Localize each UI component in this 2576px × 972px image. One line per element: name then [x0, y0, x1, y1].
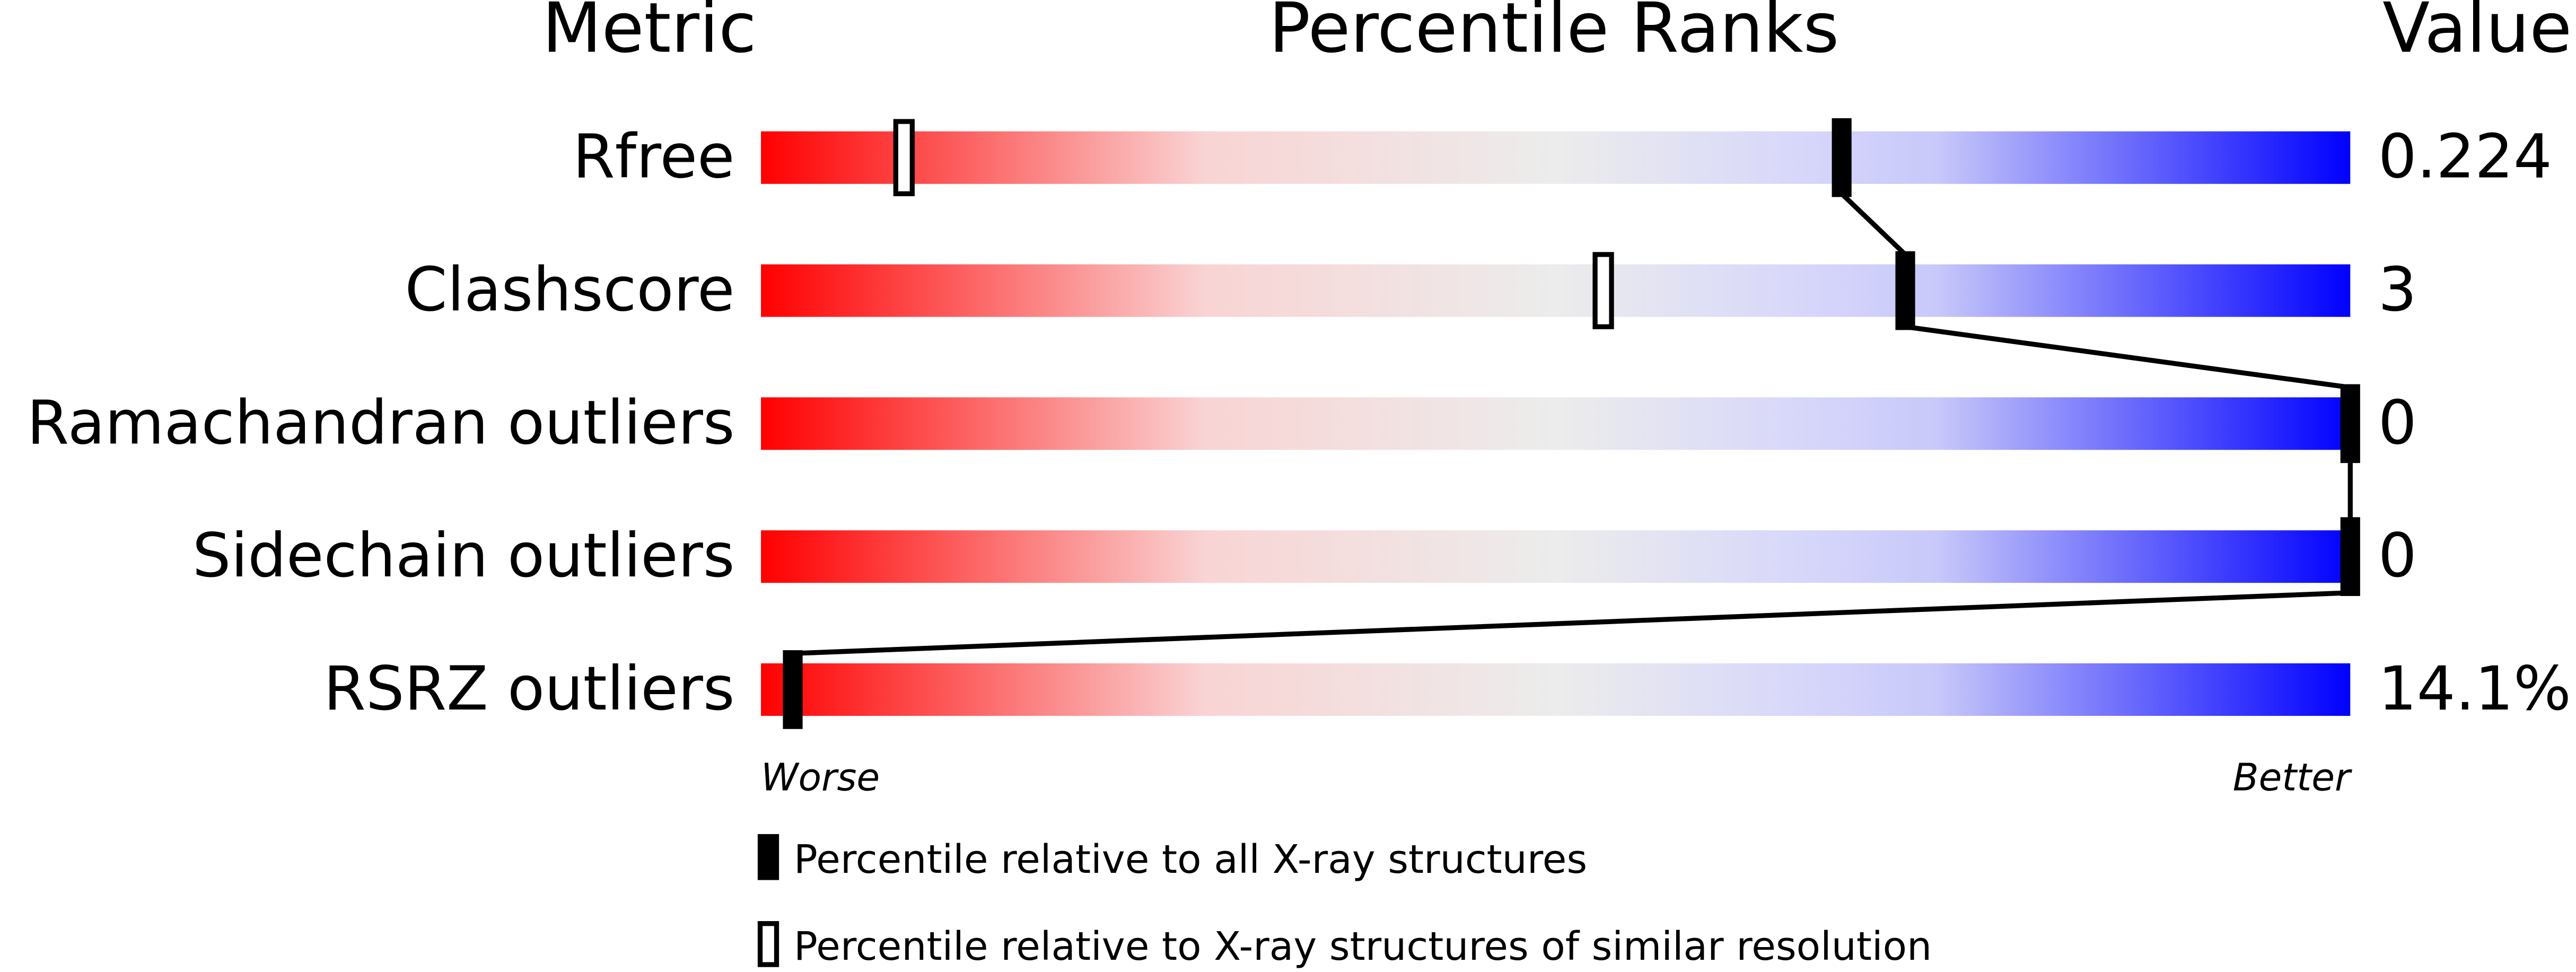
- percentile-marker: [2340, 384, 2360, 463]
- metric-label: Rfree: [573, 122, 734, 192]
- percentile-marker: [1895, 251, 1915, 330]
- percentile-marker: [783, 650, 803, 729]
- legend-swatch: [757, 834, 779, 880]
- metric-value: 0: [2378, 388, 2417, 458]
- percentile-marker: [1832, 118, 1852, 197]
- value-header: Value: [2382, 0, 2572, 68]
- percentile-marker-open: [1592, 252, 1614, 329]
- percentile-bar: [761, 530, 2351, 583]
- metric-label: Clashscore: [405, 255, 734, 325]
- legend-label: Percentile relative to all X-ray structu…: [794, 836, 1587, 882]
- metric-value: 0: [2378, 521, 2417, 591]
- percentile-bar: [761, 131, 2351, 184]
- metric-label: RSRZ outliers: [323, 654, 734, 724]
- metric-label: Ramachandran outliers: [27, 388, 735, 458]
- percentile-bar: [761, 663, 2351, 716]
- percentile-marker-open: [893, 119, 915, 197]
- percentile-bar: [761, 397, 2351, 450]
- chart-title: Percentile Ranks: [1269, 0, 1839, 68]
- metric-value: 3: [2378, 255, 2417, 325]
- percentile-marker: [2340, 517, 2360, 596]
- metric-header: Metric: [542, 0, 756, 68]
- metric-value: 0.224: [2378, 122, 2552, 192]
- legend-label: Percentile relative to X-ray structures …: [794, 923, 1932, 969]
- metric-label: Sidechain outliers: [192, 521, 735, 591]
- low-label: Worse: [761, 755, 880, 799]
- percentile-bar: [761, 264, 2351, 317]
- metric-value: 14.1%: [2378, 654, 2571, 724]
- legend-swatch: [757, 921, 779, 967]
- high-label: Better: [2233, 755, 2352, 799]
